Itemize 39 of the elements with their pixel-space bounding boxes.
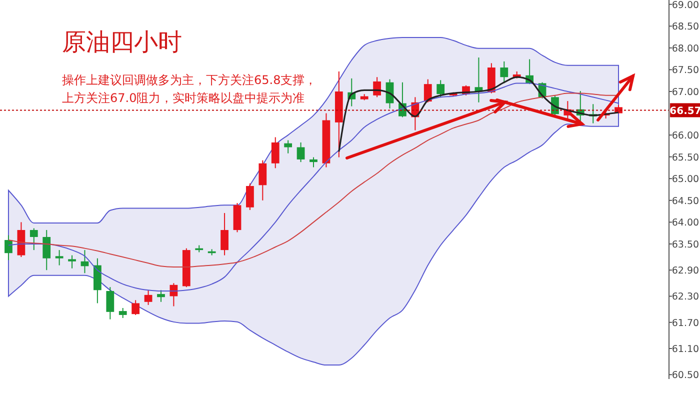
candlestick (157, 290, 165, 302)
y-tick-label: 61.70 (672, 318, 700, 329)
y-tick-label: 66.00 (672, 130, 700, 142)
y-tick-label: 62.90 (672, 266, 700, 277)
y-tick-label: 68.50 (672, 22, 700, 33)
y-tick-label: 64.50 (672, 196, 700, 207)
candlestick (55, 250, 64, 266)
y-tick-label: 68.00 (672, 43, 700, 54)
candlestick (220, 212, 228, 256)
candlestick (144, 290, 152, 306)
y-tick-label: 67.00 (672, 86, 700, 98)
candlestick (42, 230, 51, 271)
y-tick-label: 60.50 (672, 370, 700, 382)
y-tick-label: 61.10 (672, 344, 700, 356)
candlestick (271, 136, 280, 169)
candlestick (30, 228, 38, 251)
y-tick-label: 65.00 (672, 174, 700, 186)
y-tick-label: 67.50 (672, 65, 700, 76)
annotation: 操作上建议回调做多为主，下方关注65.8支撑，上方关注67.0阻力，实时策略以盘中提示为准 (62, 73, 317, 105)
candlestick (132, 300, 140, 316)
candlestick (4, 234, 12, 261)
candlestick (106, 286, 114, 320)
y-tick-label: 64.00 (672, 218, 700, 229)
candlestick (246, 182, 254, 210)
candlestick (284, 140, 292, 154)
candlestick (118, 307, 127, 319)
y-tick-label: 62.30 (672, 292, 700, 303)
y-tick-label: 63.50 (672, 239, 700, 250)
candlestick (424, 78, 432, 103)
text: 原油四小时 (62, 28, 182, 56)
candlestick (310, 156, 318, 168)
y-tick-label: 65.50 (672, 152, 700, 164)
candlestick (436, 80, 445, 98)
candlestick (258, 160, 267, 201)
candlestick (68, 254, 76, 269)
candlestick (296, 142, 305, 163)
y-tick-label: 69.00 (672, 0, 700, 11)
candlestick (500, 60, 508, 84)
candlestick (373, 76, 381, 98)
